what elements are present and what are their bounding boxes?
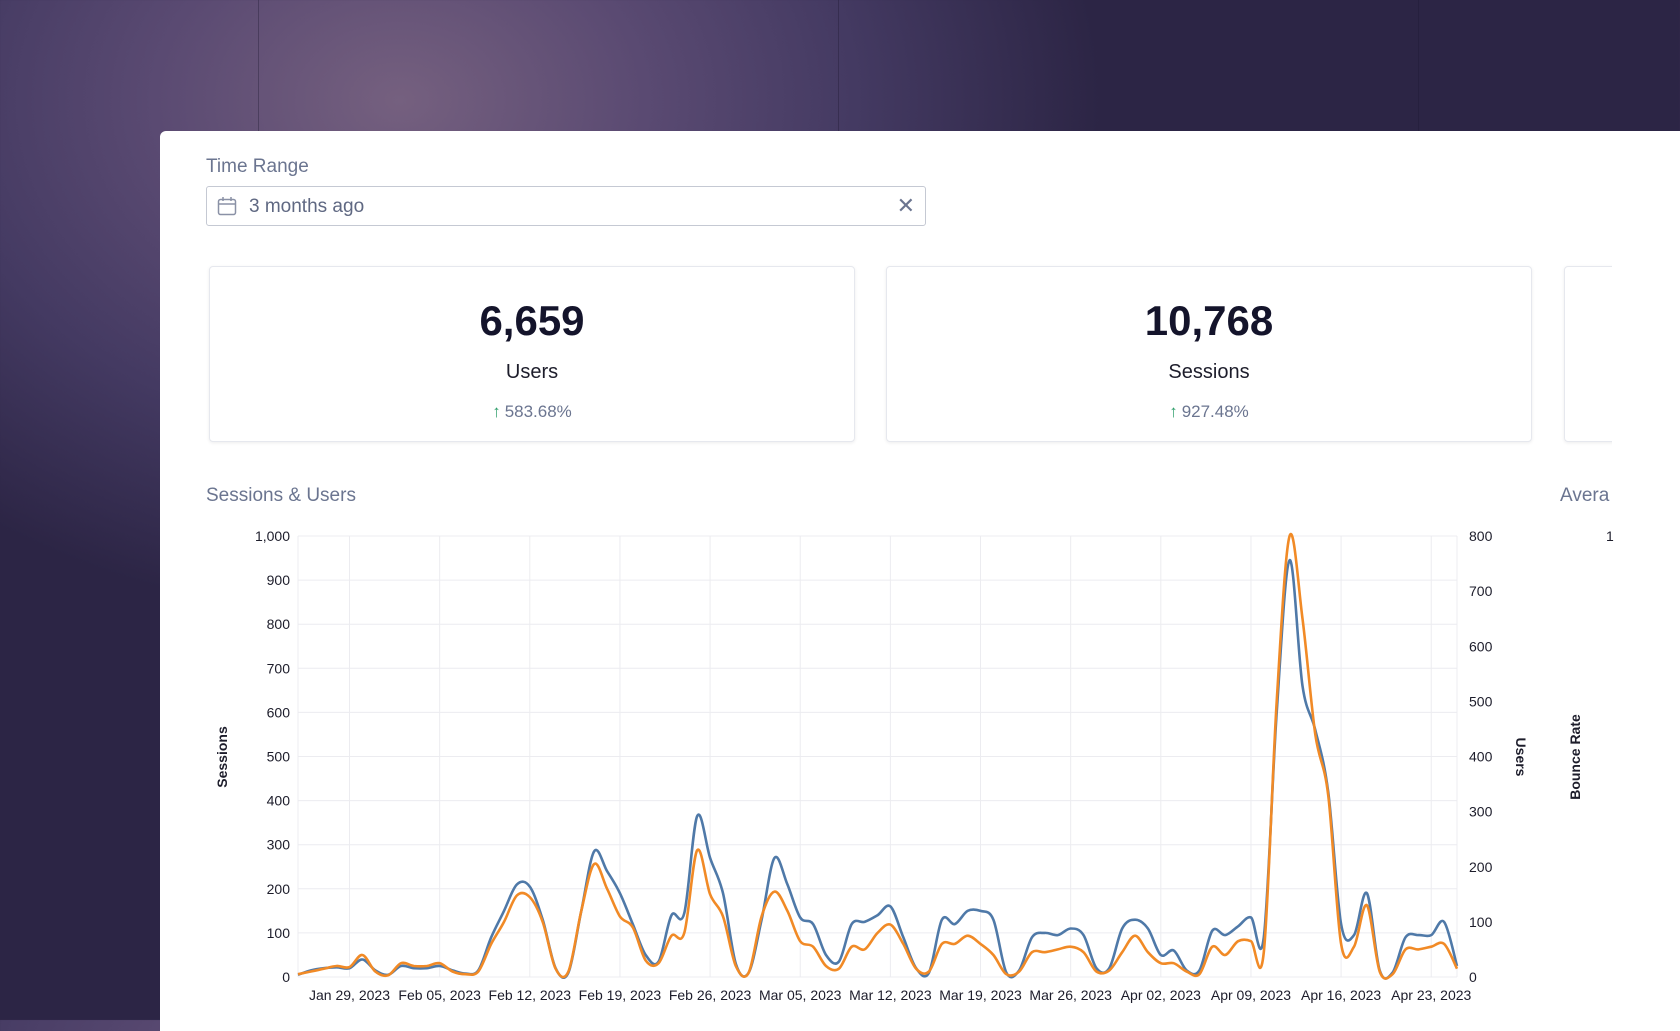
y2-tick-label: 500: [1469, 693, 1493, 709]
average-chart-title-clip: Avera: [1560, 485, 1612, 515]
background-divider-3: [1418, 0, 1419, 131]
y-tick-label: 700: [267, 660, 291, 676]
y-tick-label: 800: [267, 616, 291, 632]
y3-tick-label: 1: [1606, 528, 1614, 544]
sessions-users-chart-title: Sessions & Users: [206, 485, 356, 506]
y2-tick-label: 600: [1469, 638, 1493, 654]
close-icon[interactable]: ✕: [896, 193, 915, 218]
y-tick-label: 900: [267, 572, 291, 588]
y-axis-title: Sessions: [214, 726, 230, 788]
dashboard-panel: Time Range 3 months ago ✕ 6,659 Users ↑ 5…: [160, 131, 1680, 1031]
y-tick-label: 600: [267, 704, 291, 720]
series-line-sessions: [297, 558, 1459, 980]
series-line-users: [297, 532, 1459, 980]
stat-card-partial: [1564, 266, 1612, 442]
y2-tick-label: 300: [1469, 804, 1493, 820]
stat-change: ↑ 927.48%: [887, 402, 1531, 422]
y2-tick-label: 200: [1469, 859, 1493, 875]
x-tick-label: Jan 29, 2023: [309, 987, 390, 1003]
time-range-input[interactable]: 3 months ago ✕: [206, 186, 926, 226]
stat-card-partial-clip: [1560, 262, 1612, 452]
y-tick-label: 1,000: [255, 528, 290, 544]
x-tick-label: Feb 19, 2023: [579, 987, 662, 1003]
stat-label: Users: [505, 361, 559, 383]
x-tick-label: Mar 12, 2023: [849, 987, 932, 1003]
y-tick-label: 400: [267, 793, 291, 809]
x-tick-label: Mar 05, 2023: [759, 987, 842, 1003]
y2-tick-label: 400: [1469, 749, 1493, 765]
stat-value: 6,659: [479, 297, 585, 344]
y2-tick-label: 700: [1469, 583, 1493, 599]
y-tick-label: 300: [267, 837, 291, 853]
stat-label: Sessions: [1168, 361, 1250, 383]
arrow-up-icon: ↑: [492, 402, 501, 421]
background-divider-1: [258, 0, 259, 131]
x-tick-label: Feb 26, 2023: [669, 987, 752, 1003]
y2-axis-title: Users: [1513, 738, 1529, 777]
stat-card-sessions: 10,768 Sessions ↑ 927.48%: [886, 266, 1532, 442]
stat-change-value: 927.48%: [1181, 402, 1249, 421]
stat-change-value: 583.68%: [504, 402, 572, 421]
calendar-icon: [217, 196, 237, 221]
y-tick-label: 500: [267, 749, 291, 765]
y-tick-label: 200: [267, 881, 291, 897]
y2-tick-label: 0: [1469, 969, 1477, 985]
x-tick-label: Feb 12, 2023: [489, 987, 572, 1003]
x-tick-label: Apr 02, 2023: [1121, 987, 1201, 1003]
y3-axis-title: Bounce Rate: [1567, 714, 1583, 800]
x-tick-label: Apr 09, 2023: [1211, 987, 1291, 1003]
y-tick-label: 0: [282, 969, 290, 985]
y-tick-label: 100: [267, 925, 291, 941]
stat-card-users: 6,659 Users ↑ 583.68%: [209, 266, 855, 442]
average-chart-title: Avera: [1560, 485, 1610, 506]
arrow-up-icon: ↑: [1169, 402, 1178, 421]
stat-value: 10,768: [1144, 297, 1274, 344]
background-divider-2: [838, 0, 839, 131]
stat-change: ↑ 583.68%: [210, 402, 854, 422]
x-tick-label: Feb 05, 2023: [398, 987, 481, 1003]
x-tick-label: Apr 16, 2023: [1301, 987, 1381, 1003]
x-tick-label: Mar 26, 2023: [1029, 987, 1112, 1003]
x-tick-label: Mar 19, 2023: [939, 987, 1022, 1003]
y2-tick-label: 100: [1469, 914, 1493, 930]
y2-tick-label: 800: [1469, 528, 1493, 544]
time-range-value: 3 months ago: [249, 196, 365, 217]
x-tick-label: Apr 23, 2023: [1391, 987, 1471, 1003]
time-range-label: Time Range: [206, 156, 309, 177]
